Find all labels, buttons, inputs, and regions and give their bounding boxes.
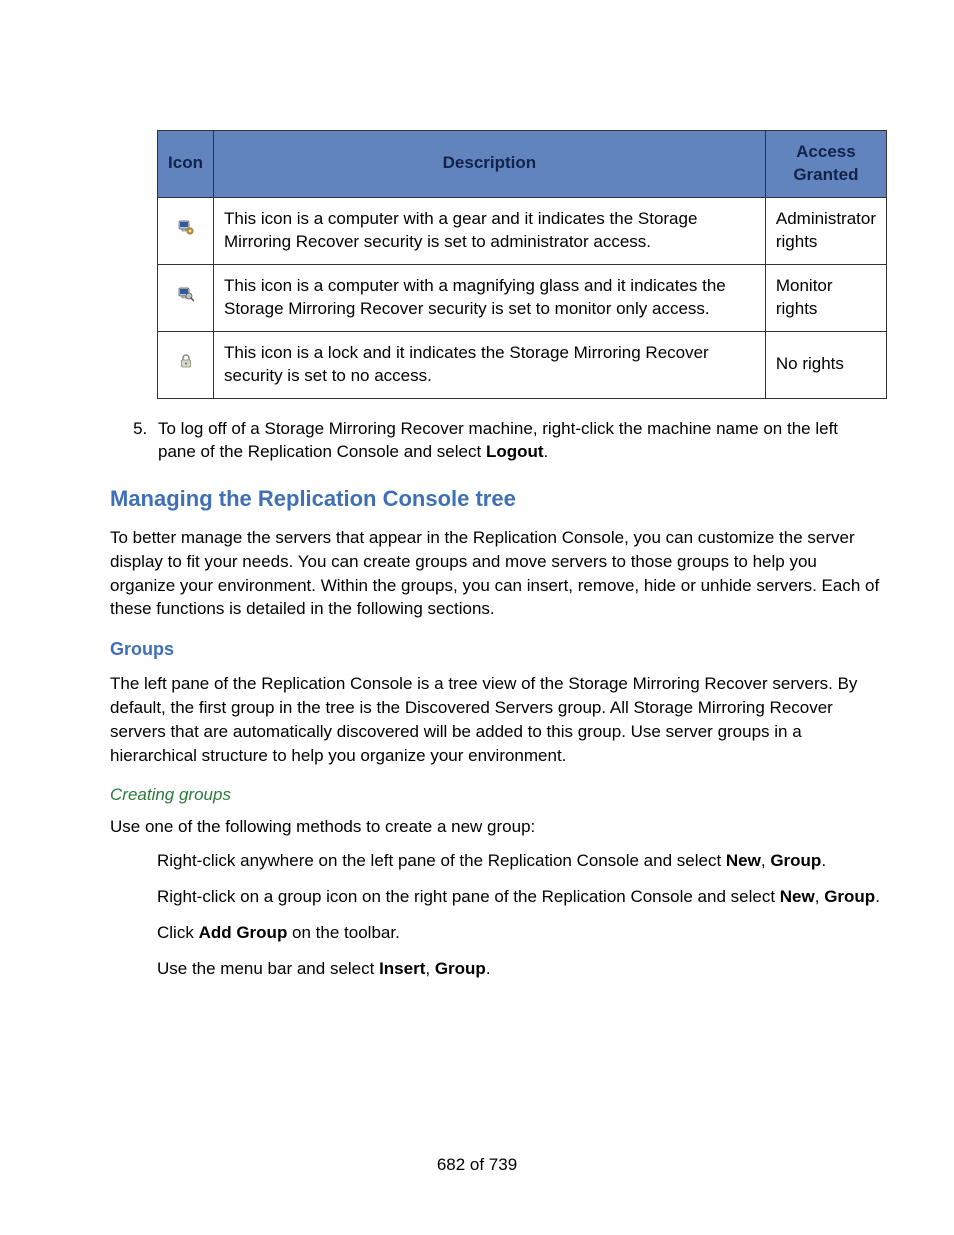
method-item: Right-click on a group icon on the right…: [157, 885, 880, 909]
lock-icon: [178, 353, 194, 369]
description-cell: This icon is a lock and it indicates the…: [214, 331, 766, 398]
access-cell: Administrator rights: [765, 197, 886, 264]
computer-magnifier-icon: [178, 286, 194, 302]
icon-cell: [158, 197, 214, 264]
description-cell: This icon is a computer with a gear and …: [214, 197, 766, 264]
groups-paragraph: The left pane of the Replication Console…: [110, 672, 880, 767]
page-number: 682 of 739: [0, 1155, 954, 1175]
methods-intro: Use one of the following methods to crea…: [110, 815, 880, 839]
methods-list: Right-click anywhere on the left pane of…: [157, 849, 880, 980]
document-page: Icon Description Access Granted: [0, 0, 954, 1235]
icon-cell: [158, 331, 214, 398]
method-item: Right-click anywhere on the left pane of…: [157, 849, 880, 873]
access-cell: Monitor rights: [765, 264, 886, 331]
table-row: This icon is a computer with a magnifyin…: [158, 264, 887, 331]
icon-cell: [158, 264, 214, 331]
method-item: Click Add Group on the toolbar.: [157, 921, 880, 945]
access-cell: No rights: [765, 331, 886, 398]
list-text-suffix: .: [544, 442, 549, 461]
content-area: Icon Description Access Granted: [110, 130, 880, 980]
table-row: This icon is a computer with a gear and …: [158, 197, 887, 264]
table-header-row: Icon Description Access Granted: [158, 131, 887, 198]
heading-managing-console-tree: Managing the Replication Console tree: [110, 486, 880, 512]
table-row: This icon is a lock and it indicates the…: [158, 331, 887, 398]
heading-groups: Groups: [110, 639, 880, 660]
description-cell: This icon is a computer with a magnifyin…: [214, 264, 766, 331]
numbered-list: To log off of a Storage Mirroring Recove…: [110, 417, 880, 465]
list-item: To log off of a Storage Mirroring Recove…: [152, 417, 880, 465]
method-item: Use the menu bar and select Insert, Grou…: [157, 957, 880, 981]
col-header-icon: Icon: [158, 131, 214, 198]
col-header-description: Description: [214, 131, 766, 198]
computer-gear-icon: [178, 219, 194, 235]
heading-creating-groups: Creating groups: [110, 785, 880, 805]
icon-access-table: Icon Description Access Granted: [157, 130, 887, 399]
intro-paragraph: To better manage the servers that appear…: [110, 526, 880, 621]
col-header-access: Access Granted: [765, 131, 886, 198]
list-bold: Logout: [486, 442, 544, 461]
